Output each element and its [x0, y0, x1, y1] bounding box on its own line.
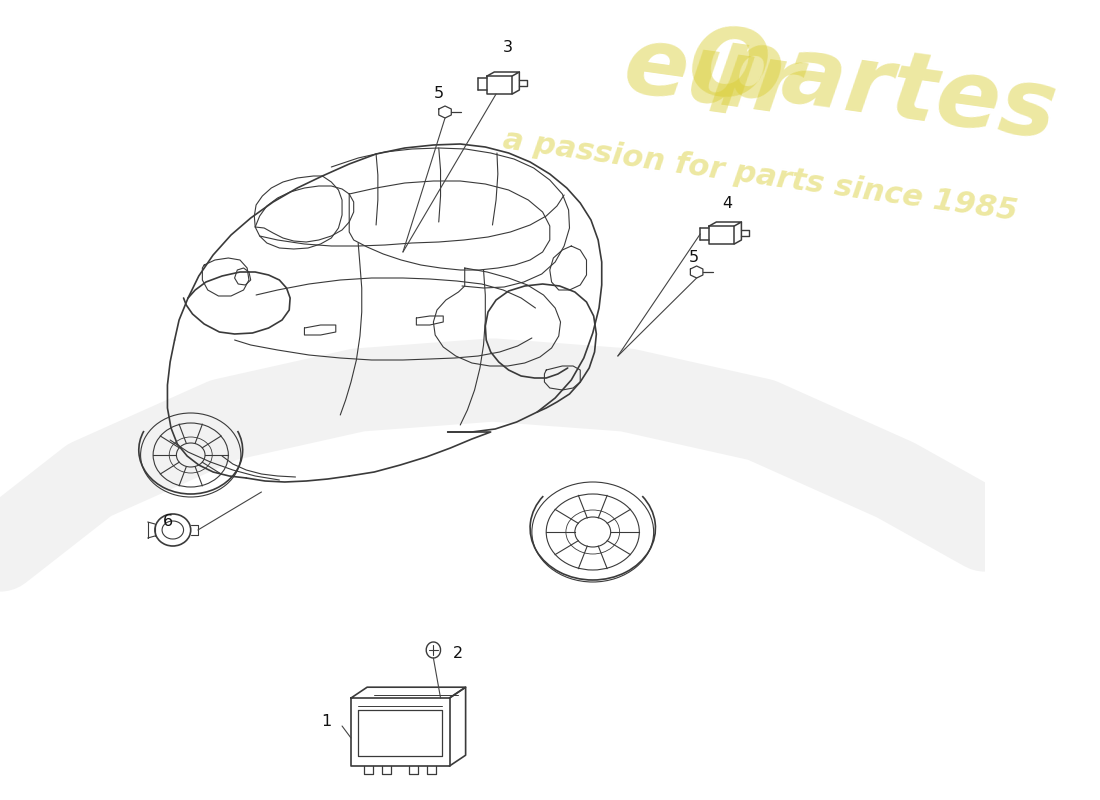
Text: 4: 4 [722, 196, 733, 211]
Text: 6: 6 [163, 514, 174, 529]
Text: a passion for parts since 1985: a passion for parts since 1985 [502, 125, 1020, 226]
Text: O: O [682, 20, 774, 122]
Text: 2: 2 [453, 646, 463, 661]
Text: eur: eur [618, 20, 807, 136]
Text: 1: 1 [321, 714, 331, 729]
Text: 5: 5 [434, 86, 444, 101]
Text: 3: 3 [503, 40, 513, 55]
Text: partes: partes [711, 20, 1063, 159]
Text: 5: 5 [689, 250, 698, 265]
